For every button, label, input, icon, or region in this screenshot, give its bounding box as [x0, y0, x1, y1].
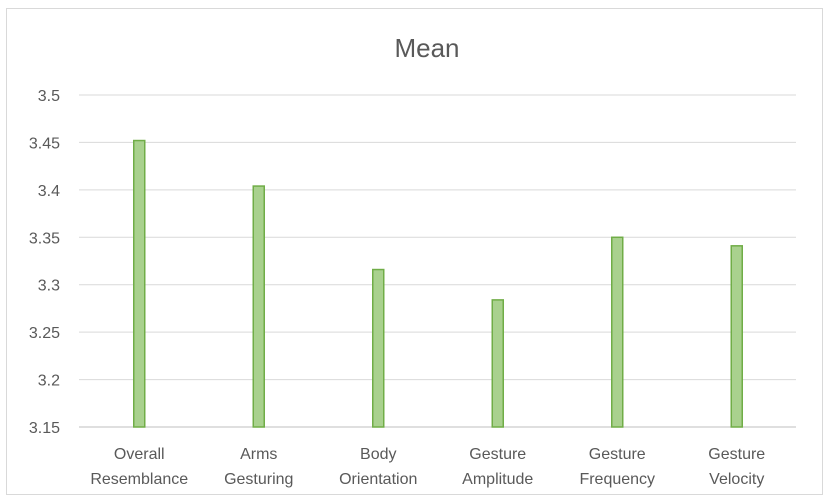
bar: [133, 139, 146, 428]
y-axis-ticks: 3.5 3.45 3.4 3.35 3.3 3.25 3.2 3.15: [29, 88, 60, 437]
x-tick-label: Body Orientation: [339, 446, 417, 488]
y-tick-label: 3.5: [38, 88, 60, 105]
y-tick-label: 3.25: [29, 325, 60, 342]
grid-lines: [79, 94, 796, 428]
x-tick-label: Arms Gesturing: [224, 446, 293, 488]
bar: [491, 299, 504, 428]
bar: [730, 245, 743, 428]
y-tick-label: 3.45: [29, 135, 60, 152]
x-tick-label: Overall Resemblance: [90, 446, 188, 488]
bar: [611, 236, 624, 428]
bar: [252, 185, 265, 428]
x-tick-label: Gesture Amplitude: [462, 446, 533, 488]
y-tick-label: 3.35: [29, 230, 60, 247]
y-tick-label: 3.3: [38, 278, 60, 295]
x-axis-ticks: Overall Resemblance Arms Gesturing Body Orien…: [90, 446, 765, 488]
y-tick-label: 3.4: [38, 183, 60, 200]
bars: [133, 139, 743, 428]
x-tick-label: Gesture Velocity: [708, 446, 765, 488]
chart-title: Mean: [394, 33, 459, 63]
bar: [372, 268, 385, 428]
x-tick-label: Gesture Frequency: [579, 446, 655, 488]
y-tick-label: 3.15: [29, 420, 60, 437]
y-tick-label: 3.2: [38, 373, 60, 390]
